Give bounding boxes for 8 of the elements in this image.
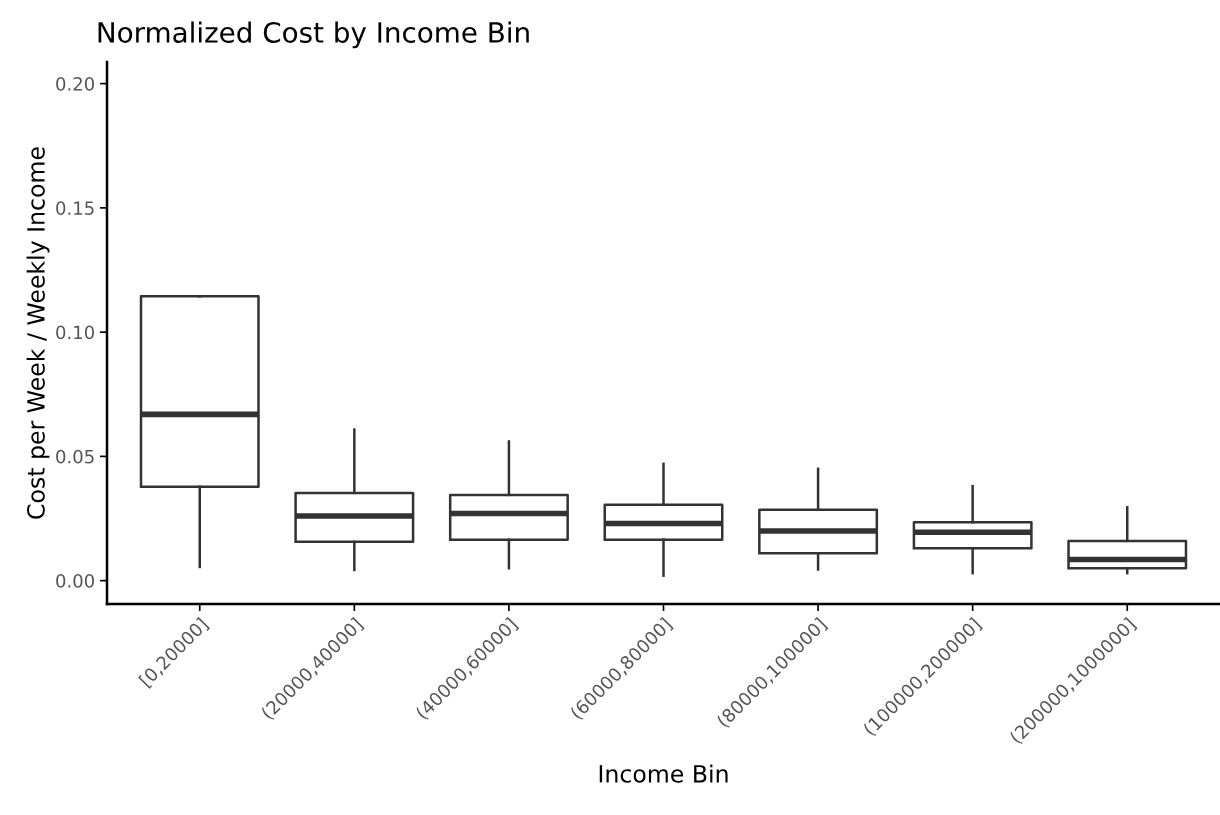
chart-title: Normalized Cost by Income Bin <box>98 21 529 49</box>
y-axis-title: Cost per Week / Weekly Income <box>26 147 50 519</box>
y-tick-label: 0.05 <box>56 449 94 464</box>
x-axis-title: Income Bin <box>599 764 728 783</box>
y-tick-label: 0.10 <box>56 325 94 340</box>
y-tick-label: 0.15 <box>56 201 94 215</box>
y-tick-label: 0.20 <box>56 77 94 91</box>
y-tick-label: 0.00 <box>56 574 94 588</box>
